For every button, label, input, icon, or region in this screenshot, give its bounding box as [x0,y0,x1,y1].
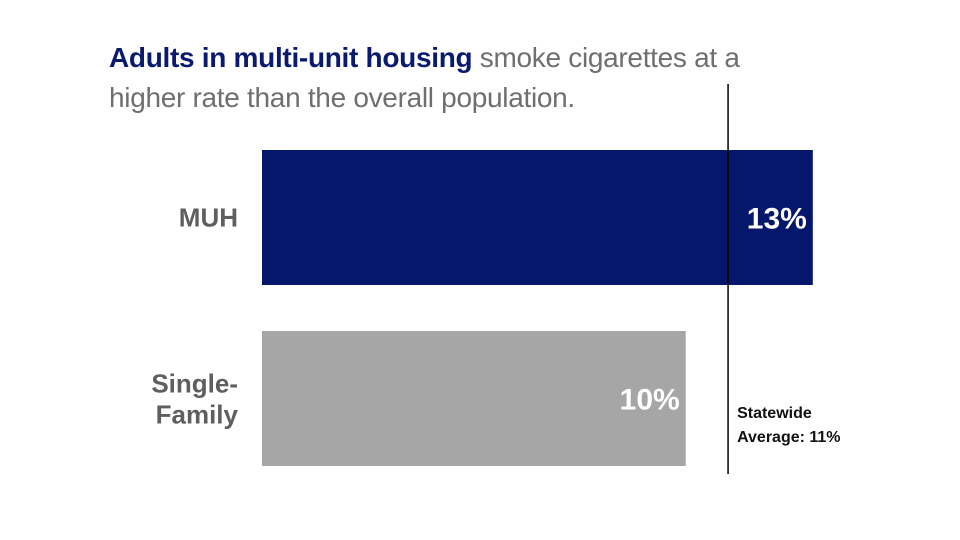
category-label-muh: MUH [179,203,238,233]
chart-title-highlight: Adults in multi-unit housing [109,42,473,73]
bar-muh [262,150,813,285]
value-label-muh: 13% [747,203,807,236]
bar-single-family [262,331,686,466]
value-label-single-family: 10% [620,384,680,417]
chart-title: Adults in multi-unit housing smoke cigar… [109,38,749,118]
chart-title-rest: smoke cigarettes at a higher rate than t… [109,42,740,113]
statewide-average-label: Statewide Average: 11% [737,405,840,446]
category-label-single-family: Single-Family [151,369,238,430]
